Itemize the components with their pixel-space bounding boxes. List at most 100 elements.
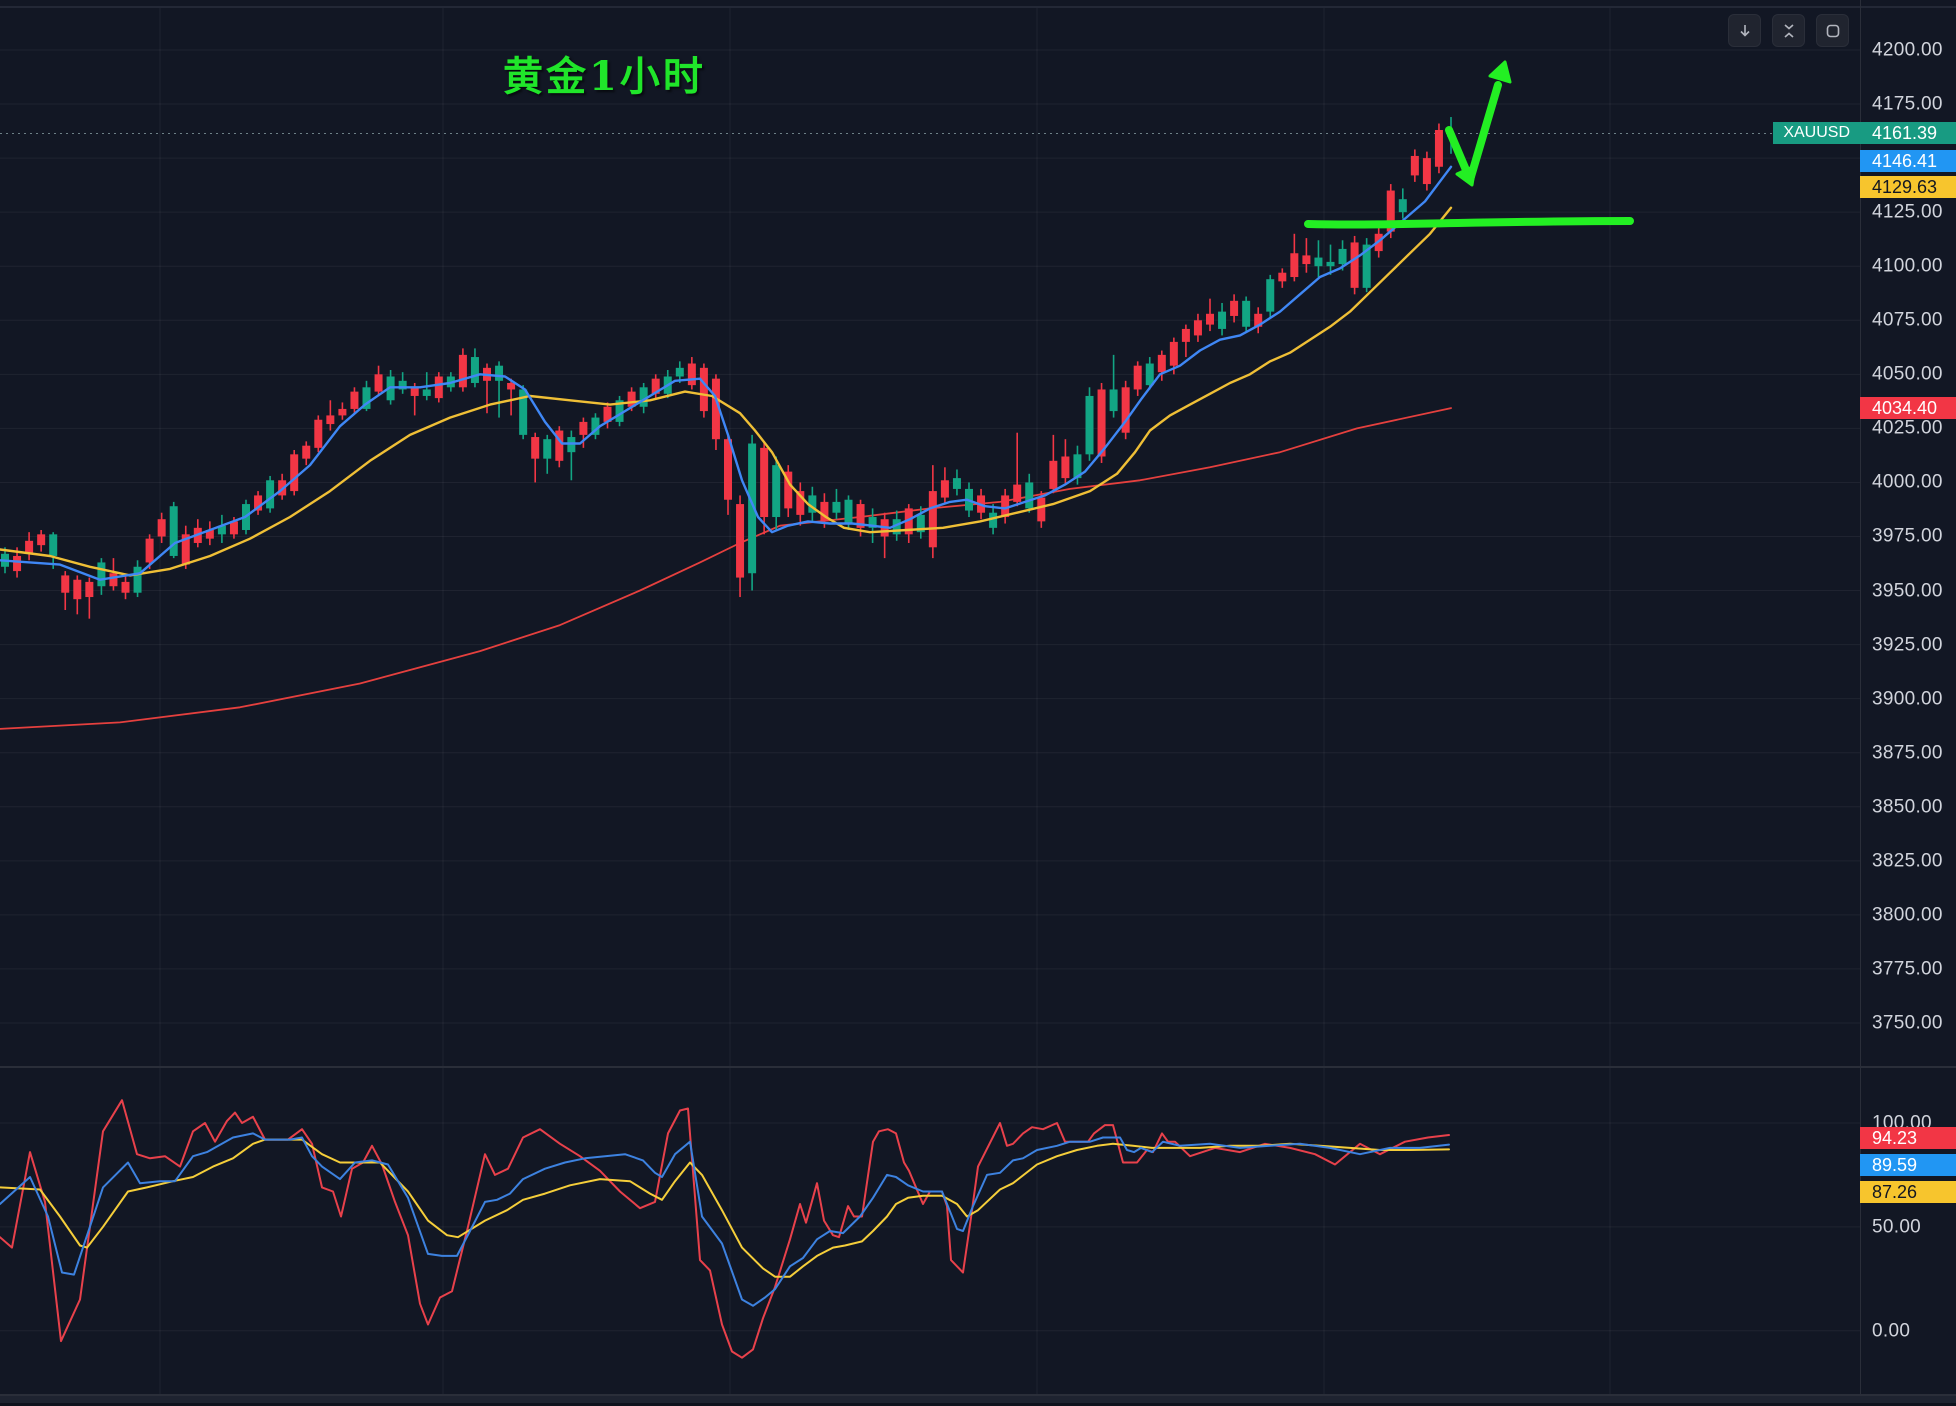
candle-body (1290, 253, 1299, 278)
candle-body (1278, 272, 1287, 282)
pane-separator[interactable] (0, 1066, 1956, 1068)
candle-body (266, 480, 275, 509)
candle-body (1073, 454, 1082, 479)
price-tick-label: 4075.00 (1872, 309, 1943, 331)
candle-body (1350, 242, 1359, 288)
candle-body (904, 508, 913, 535)
candle-body (1025, 482, 1034, 509)
candle-body (133, 566, 142, 593)
candle-body (374, 374, 383, 392)
collapse-pane-button[interactable] (1772, 14, 1805, 47)
candle-body (820, 501, 829, 522)
candle-body (1254, 313, 1263, 327)
candle-body (1422, 158, 1431, 185)
candle-body (495, 365, 504, 381)
time-axis[interactable] (0, 1396, 1956, 1403)
candle-body (169, 506, 178, 556)
candle-body (1013, 484, 1022, 502)
candle-body (1434, 130, 1443, 167)
candle-body (1326, 261, 1335, 267)
time-axis-separator (0, 1394, 1956, 1396)
candle-body (892, 519, 901, 535)
ma-mid-yellow (0, 206, 1453, 577)
candle-body (1386, 190, 1395, 232)
candle-body (711, 378, 720, 440)
candle-body (1410, 155, 1419, 176)
candle-body (1302, 255, 1311, 265)
price-tick-label: 3900.00 (1872, 688, 1943, 710)
price-tick-label: 4175.00 (1872, 93, 1943, 115)
candle-body (1121, 387, 1130, 433)
candle-body (519, 389, 528, 435)
candle-body (157, 519, 166, 537)
indicator-badge: 94.23 (1860, 1127, 1956, 1149)
candle-body (25, 540, 34, 554)
candle-body (856, 504, 865, 528)
candle-body (627, 391, 636, 407)
candle-body (290, 454, 299, 492)
candle-body (1181, 328, 1190, 342)
candle-body (37, 534, 46, 546)
candle-body (181, 534, 190, 565)
candle-body (254, 495, 263, 511)
price-tick-label: 3800.00 (1872, 904, 1943, 926)
candle-body (844, 499, 853, 524)
candle-body (916, 514, 925, 533)
collapse-chevrons-icon (1783, 23, 1794, 38)
fullscreen-button[interactable] (1816, 14, 1849, 47)
candle-body (1362, 244, 1371, 288)
candle-body (1193, 320, 1202, 336)
candle-body (1049, 460, 1058, 489)
candle-body (832, 501, 841, 513)
candle-body (229, 521, 238, 535)
price-badge: 4146.41 (1860, 150, 1956, 172)
ma-slow-red (0, 407, 1452, 730)
candle-body (615, 400, 624, 422)
price-tick-label: 3850.00 (1872, 796, 1943, 818)
chart-toolbar (1728, 14, 1849, 47)
candle-body (13, 555, 22, 572)
candle-body (326, 415, 335, 425)
candle-body (73, 579, 82, 600)
ma-fast-blue (0, 165, 1453, 581)
price-tick-label: 3975.00 (1872, 525, 1943, 547)
candle-body (675, 367, 684, 377)
arrow-up-annotation-head (1488, 60, 1512, 84)
arrow-down-icon (1739, 24, 1750, 37)
candle-body (760, 447, 769, 518)
candle-body (338, 408, 347, 416)
candle-body (302, 445, 311, 459)
price-tick-label: 3825.00 (1872, 850, 1943, 872)
candle-body (61, 575, 70, 593)
price-tick-label: 4125.00 (1872, 201, 1943, 223)
price-tick-label: 3925.00 (1872, 634, 1943, 656)
candle-body (314, 419, 323, 448)
candle-body (458, 354, 467, 388)
candle-body (1169, 341, 1178, 366)
price-tick-label: 4100.00 (1872, 255, 1943, 277)
candle-body (121, 581, 130, 593)
candle-body (928, 491, 937, 548)
candle-body (952, 478, 961, 489)
symbol-tag: XAUUSD (1773, 122, 1860, 144)
candle-body (784, 471, 793, 509)
candle-body (1109, 389, 1118, 412)
scroll-to-realtime-button[interactable] (1728, 14, 1761, 47)
candle-body (555, 430, 564, 461)
price-tick-label: 4200.00 (1872, 39, 1943, 61)
candle-body (398, 380, 407, 390)
candle-body (639, 387, 648, 407)
candle-body (651, 378, 660, 394)
candle-body (1242, 300, 1251, 327)
support-line-annotation (1304, 217, 1634, 229)
candle-body (362, 387, 371, 409)
candle-body (772, 465, 781, 518)
candle-body (434, 376, 443, 399)
arrow-down-annotation-shaft (1445, 126, 1470, 174)
candle-body (1133, 365, 1142, 390)
candle-body (748, 443, 757, 574)
price-tick-label: 3875.00 (1872, 742, 1943, 764)
price-tick-label: 4000.00 (1872, 471, 1943, 493)
candle-body (422, 389, 431, 396)
